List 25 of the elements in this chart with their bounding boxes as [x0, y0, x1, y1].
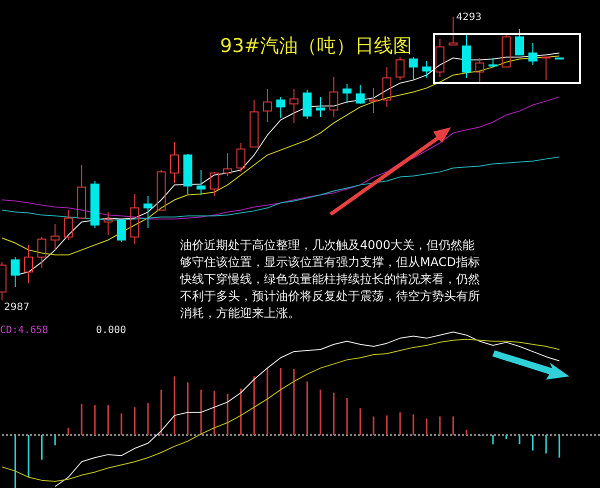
- candlestick: [196, 169, 206, 196]
- candlestick: [104, 212, 113, 236]
- candlestick: [342, 83, 352, 104]
- text: 2987: [4, 302, 30, 313]
- candlestick: [24, 244, 34, 284]
- candlestick: [130, 194, 140, 245]
- candlestick: [462, 34, 471, 78]
- candlestick: [422, 60, 432, 78]
- candlestick: [50, 223, 60, 250]
- annotation: CD:4.658: [0, 325, 48, 336]
- candlestick: [170, 142, 179, 184]
- candlestick: [475, 57, 484, 83]
- candlestick: [329, 76, 338, 118]
- candlestick: [10, 256, 20, 288]
- annotation: 4293: [456, 12, 482, 23]
- annotation: 油价近期处于高位整理，几次触及4000大关，但仍然能够守住该位置，显示该位置有强力支撑，但从MACD指标快线下穿慢线，绿色负量能柱持续拉长的情况来看，仍然不利于多头，预计油价将反复处于震荡，待空方势头有所消耗，方能迎来上涨。: [179, 238, 480, 320]
- candlestick: [369, 88, 378, 114]
- candlestick: [262, 88, 272, 123]
- annotation: 0.000: [96, 325, 126, 336]
- candlestick: [143, 195, 152, 229]
- candlestick: [382, 66, 392, 108]
- text: 93#汽油（吨）日线图: [220, 35, 412, 57]
- candlestick: [316, 96, 325, 118]
- candlestick: [435, 38, 444, 78]
- candlestick: [289, 88, 298, 124]
